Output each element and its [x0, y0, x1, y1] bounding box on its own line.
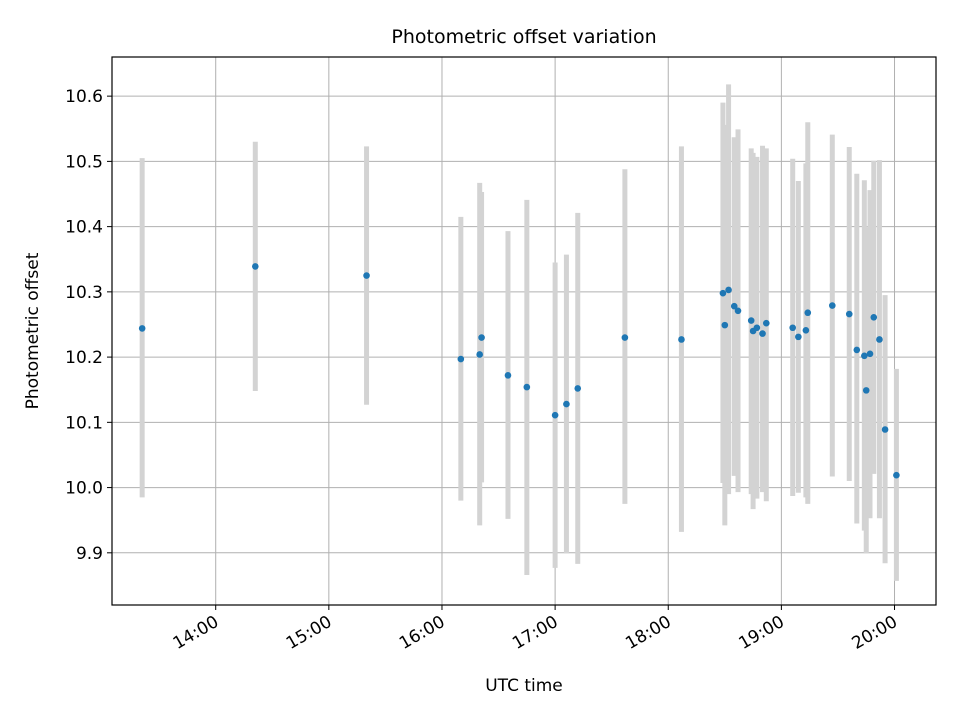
data-point	[845, 310, 853, 318]
data-point	[721, 321, 729, 329]
y-axis-label: Photometric offset	[23, 252, 43, 409]
data-point	[734, 307, 742, 315]
data-point	[861, 352, 868, 360]
data-point	[828, 302, 836, 309]
data-point	[753, 324, 761, 332]
data-points	[138, 263, 900, 479]
y-tick-label: 10.1	[65, 413, 103, 433]
data-point	[866, 350, 874, 358]
data-point	[621, 334, 629, 341]
data-point	[747, 317, 755, 324]
data-point	[881, 426, 889, 433]
data-point	[678, 336, 685, 343]
y-tick-label: 9.9	[76, 544, 103, 564]
data-point	[804, 309, 812, 317]
data-point	[719, 289, 727, 297]
data-point	[476, 351, 483, 358]
y-tick-label: 10.6	[65, 87, 103, 107]
data-point	[504, 372, 512, 379]
data-point	[870, 314, 878, 321]
data-point	[876, 336, 883, 343]
data-point	[762, 319, 770, 327]
y-tick-label: 10.2	[65, 348, 103, 368]
data-point	[802, 327, 810, 334]
data-point	[730, 302, 738, 310]
y-tick-label: 10.4	[65, 218, 103, 238]
data-point	[795, 333, 802, 341]
y-tick-label: 10.5	[65, 152, 103, 172]
data-point	[551, 411, 559, 419]
chart-title: Photometric offset variation	[391, 26, 656, 48]
x-axis-label: UTC time	[485, 676, 563, 696]
data-point	[252, 263, 259, 270]
data-point	[853, 346, 861, 354]
data-point	[574, 385, 582, 392]
data-point	[138, 325, 146, 332]
data-point	[862, 387, 870, 394]
y-tick-label: 10.3	[65, 283, 103, 303]
data-point	[789, 324, 796, 332]
data-point	[893, 471, 900, 479]
data-point	[725, 286, 732, 294]
data-point	[363, 272, 370, 279]
data-point	[523, 383, 531, 391]
data-point	[759, 330, 766, 337]
y-axis-ticks: 9.9 10.0 10.1 10.2 10.3 10.4 10.5 10.6	[65, 87, 112, 564]
data-point	[563, 400, 570, 408]
data-point	[478, 334, 485, 341]
data-point	[457, 355, 465, 363]
y-tick-label: 10.0	[65, 479, 103, 499]
plot-area-frame	[111, 56, 937, 606]
